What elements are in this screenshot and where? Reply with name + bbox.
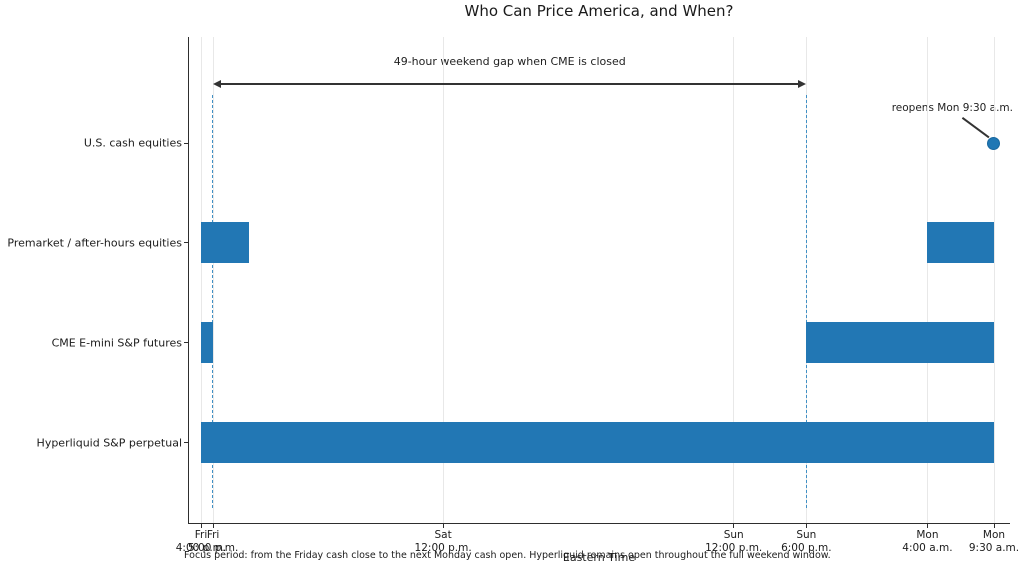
open-session-bar	[201, 422, 994, 463]
x-tick-label-line: 5:00 p.m.	[187, 542, 239, 554]
x-tick-label: Mon 9:30 a.m.	[969, 529, 1019, 555]
reopen-marker-dot	[986, 136, 1000, 150]
y-axis-category-label: Premarket / after-hours equities	[7, 236, 182, 249]
x-tick-mark	[442, 524, 444, 528]
x-tick-label-line: Mon	[982, 529, 1006, 541]
chart-title: Who Can Price America, and When?	[464, 2, 734, 20]
open-session-bar	[201, 322, 214, 363]
cme-session-guide-line	[212, 95, 214, 508]
cme-session-guide-line	[805, 95, 807, 508]
x-tick-label-line: Sat	[434, 529, 452, 541]
reopen-annotation-label: reopens Mon 9:30 a.m.	[891, 102, 1013, 114]
x-tick-label-line: 12:00 p.m.	[414, 542, 472, 554]
x-gridline	[733, 37, 735, 523]
x-tick-label-line: Fri	[206, 529, 220, 541]
x-tick-label: Mon 4:00 a.m.	[902, 529, 952, 555]
gap-arrow-head-left	[213, 80, 222, 88]
x-tick-mark	[200, 524, 202, 528]
annotation-leader-line	[962, 117, 990, 138]
x-tick-label-line: Sun	[723, 529, 744, 541]
y-axis-category-label: CME E-mini S&P futures	[51, 336, 182, 349]
x-tick-label-line: 12:00 p.m.	[705, 542, 763, 554]
x-tick-label-line: 4:00 p.m.	[175, 542, 227, 554]
x-tick-label-line: Fri	[194, 529, 208, 541]
open-session-bar	[201, 222, 250, 263]
x-tick-label: Sat 12:00 p.m.	[415, 529, 472, 555]
y-axis-category-label: Hyperliquid S&P perpetual	[36, 436, 182, 449]
y-tick-mark	[184, 442, 188, 443]
y-axis-spine	[188, 37, 190, 523]
x-tick-label-line: 6:00 p.m.	[781, 542, 832, 554]
open-session-bar	[927, 222, 994, 263]
x-axis-spine	[188, 523, 1010, 525]
gap-annotation-label: 49-hour weekend gap when CME is closed	[393, 55, 626, 68]
y-axis-category-label: U.S. cash equities	[83, 136, 182, 150]
x-gridline	[200, 37, 202, 523]
x-tick-label: Sun 12:00 p.m.	[705, 529, 762, 555]
footnote: Focus period: from the Friday cash close…	[184, 550, 831, 561]
open-session-bar	[806, 322, 994, 363]
x-gridline	[442, 37, 444, 523]
x-gridline	[993, 37, 995, 523]
x-tick-label-line: 9:30 a.m.	[968, 542, 1020, 554]
x-tick-mark	[993, 524, 995, 528]
y-tick-mark	[184, 142, 188, 144]
gap-arrow-head-right	[798, 80, 807, 88]
x-tick-label: Fri 5:00 p.m.	[188, 529, 239, 555]
gap-arrow-line	[218, 83, 802, 85]
x-tick-mark	[212, 524, 214, 528]
x-tick-label: Fri 4:00 p.m.	[176, 529, 227, 555]
x-tick-label-line: Mon	[916, 529, 939, 541]
x-tick-label-line: 4:00 a.m.	[902, 542, 953, 554]
x-axis-label: Eastern Time	[562, 551, 636, 564]
x-tick-label: Sun 6:00 p.m.	[781, 529, 832, 555]
y-tick-mark	[184, 242, 188, 243]
x-tick-mark	[926, 524, 928, 528]
x-gridline	[926, 37, 928, 523]
x-tick-mark	[733, 524, 735, 528]
x-tick-mark	[805, 524, 807, 528]
y-tick-mark	[184, 342, 188, 343]
x-tick-label-line: Sun	[796, 529, 817, 541]
